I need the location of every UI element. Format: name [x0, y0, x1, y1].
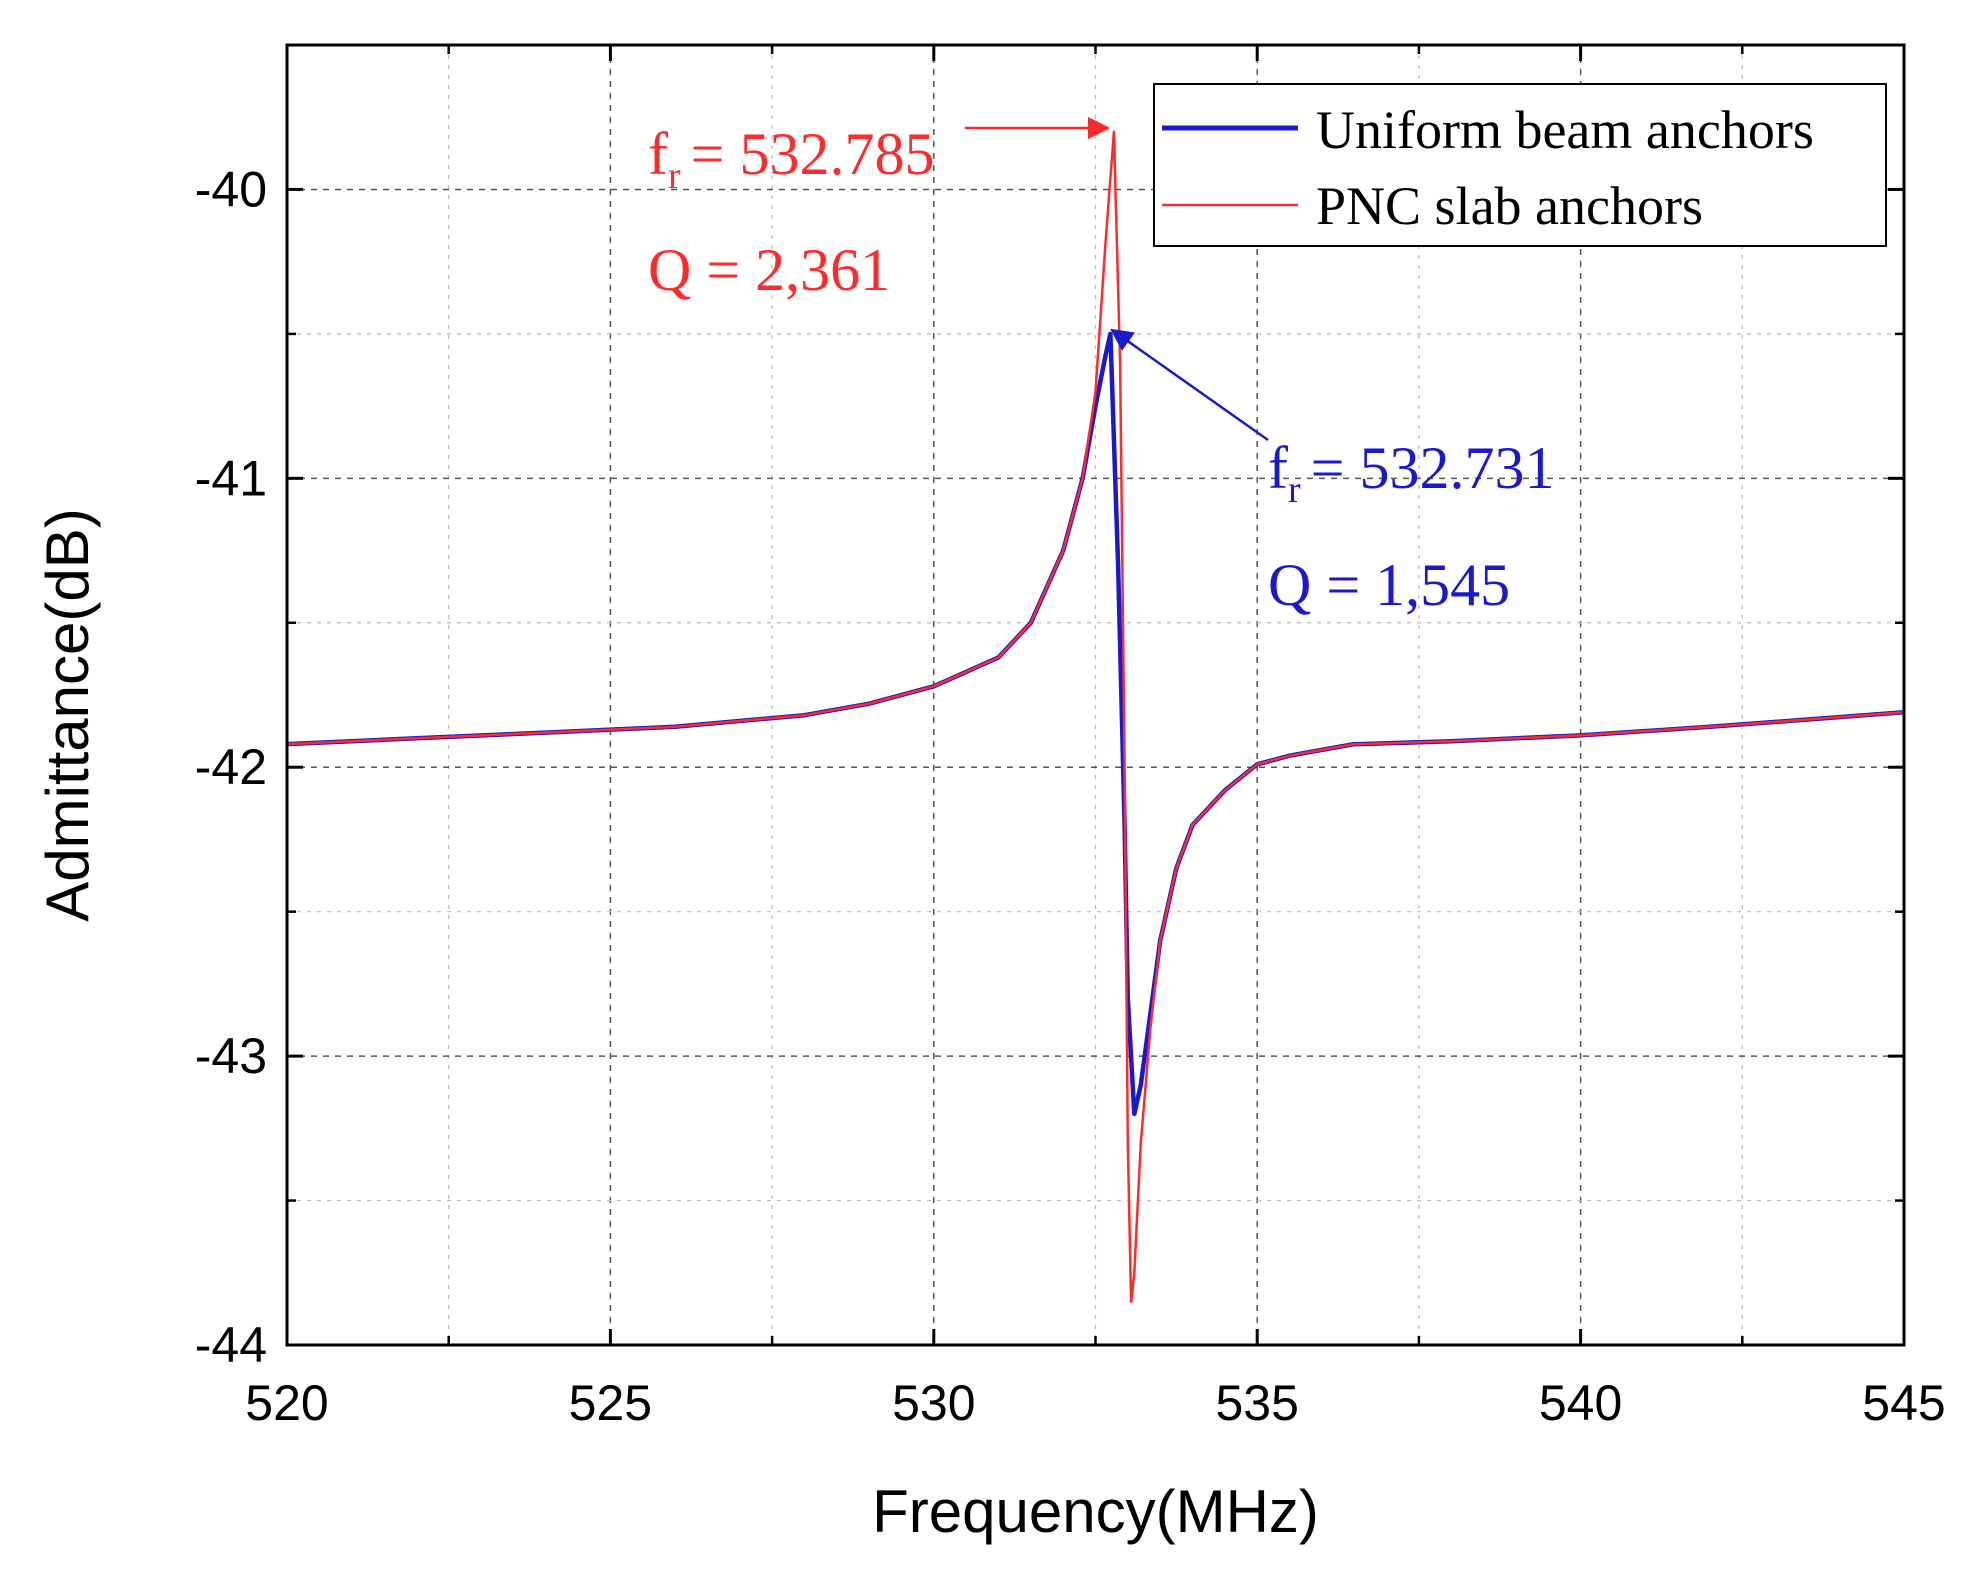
- legend-box: [1153, 83, 1887, 247]
- y-tick-label: -41: [195, 450, 267, 506]
- x-tick-label: 520: [245, 1375, 328, 1431]
- x-tick-label: 535: [1215, 1375, 1298, 1431]
- annotation-q-uniform: Q = 1,545: [1268, 552, 1510, 618]
- series-line-pnc: [287, 130, 1904, 1303]
- y-tick-label: -42: [195, 739, 267, 795]
- x-tick-label: 545: [1862, 1375, 1945, 1431]
- y-axis-label: Admittance(dB): [34, 508, 101, 922]
- ticks: 520 525 530 535 540 545 -44 -43 -42 -41 -40: [195, 45, 1946, 1431]
- y-tick-label: -43: [195, 1028, 267, 1084]
- annotation-q-pnc: Q = 2,361: [648, 237, 890, 303]
- annotation-fr-pnc: fr = 532.785: [648, 121, 934, 197]
- y-tick-label: -44: [195, 1317, 267, 1373]
- legend-label-uniform: Uniform beam anchors: [1316, 100, 1814, 160]
- legend-label-pnc: PNC slab anchors: [1316, 176, 1703, 236]
- x-tick-label: 525: [569, 1375, 652, 1431]
- legend: Uniform beam anchors PNC slab anchors: [1153, 83, 1887, 247]
- annotation-uniform: fr = 532.731 Q = 1,545: [1110, 328, 1554, 618]
- x-axis-label: Frequency(MHz): [872, 1478, 1319, 1545]
- annotation-pnc: fr = 532.785 Q = 2,361: [648, 116, 1111, 303]
- series-layer: [287, 130, 1904, 1303]
- annotation-fr-uniform: fr = 532.731: [1268, 435, 1554, 511]
- y-tick-label: -40: [195, 161, 267, 217]
- x-tick-label: 540: [1539, 1375, 1622, 1431]
- annotation-arrow-uniform: [1110, 328, 1269, 442]
- x-tick-label: 530: [892, 1375, 975, 1431]
